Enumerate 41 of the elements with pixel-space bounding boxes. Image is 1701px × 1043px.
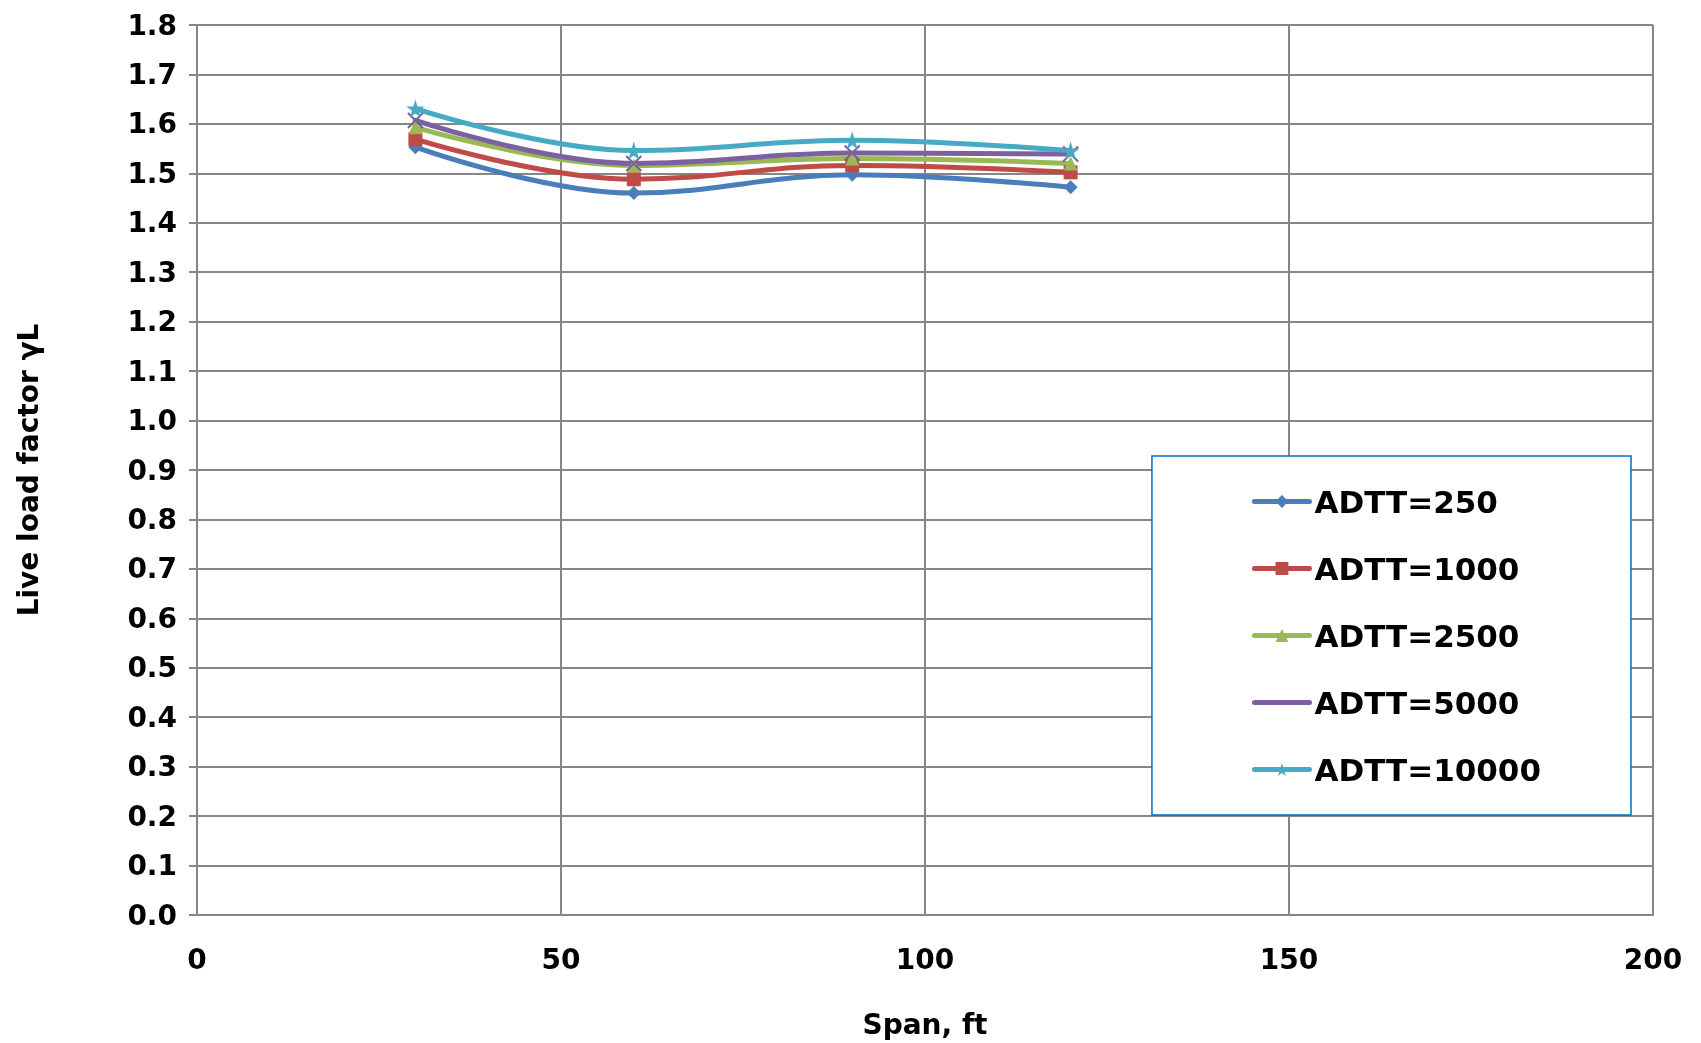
point	[625, 154, 643, 172]
legend-label: ADTT=2500	[1314, 617, 1520, 654]
y-tick-label: 0.8	[127, 502, 177, 536]
y-tick-label: 1.1	[127, 354, 177, 388]
point	[1063, 180, 1078, 195]
y-tick-label: 0.4	[127, 700, 177, 734]
point	[408, 120, 423, 135]
legend-label: ADTT=5000	[1314, 684, 1520, 721]
y-tick-label: 1.3	[127, 255, 177, 289]
y-tick-label: 0.9	[127, 453, 177, 487]
y-tick-label: 0.1	[127, 849, 177, 883]
y-tick-label: 0.2	[127, 799, 177, 833]
x-tick-label: 50	[541, 942, 581, 976]
y-tick-label: 0.0	[127, 898, 177, 932]
y-tick-label: 1.6	[127, 107, 177, 141]
x-tick-label: 100	[895, 942, 955, 976]
y-tick-label: 0.6	[127, 601, 177, 635]
legend-label: ADTT=1000	[1314, 550, 1520, 587]
point	[1063, 156, 1078, 171]
y-axis-title: Live load factor γL	[11, 323, 45, 617]
point	[843, 144, 861, 162]
y-tick-label: 1.7	[127, 57, 177, 91]
y-tick-label: 1.4	[127, 206, 177, 240]
y-tick-label: 1.5	[127, 156, 177, 190]
point	[626, 172, 641, 187]
y-tick-label: 0.3	[127, 750, 177, 784]
y-tick-label: 1.2	[127, 305, 177, 339]
y-tick-label: 0.5	[127, 651, 177, 685]
x-tick-label: 150	[1259, 942, 1319, 976]
point	[406, 111, 424, 129]
y-tick-label: 1.0	[127, 404, 177, 438]
x-tick-label: 0	[187, 942, 207, 976]
x-axis-title: Span, ft	[862, 1007, 988, 1041]
y-tick-label: 1.8	[127, 8, 177, 42]
legend-label: ADTT=10000	[1314, 751, 1542, 788]
point	[1062, 145, 1080, 163]
y-tick-label: 0.7	[127, 552, 177, 586]
point	[406, 99, 425, 118]
point	[1061, 141, 1080, 160]
legend-label: ADTT=250	[1314, 483, 1498, 520]
x-tick-label: 200	[1623, 942, 1683, 976]
